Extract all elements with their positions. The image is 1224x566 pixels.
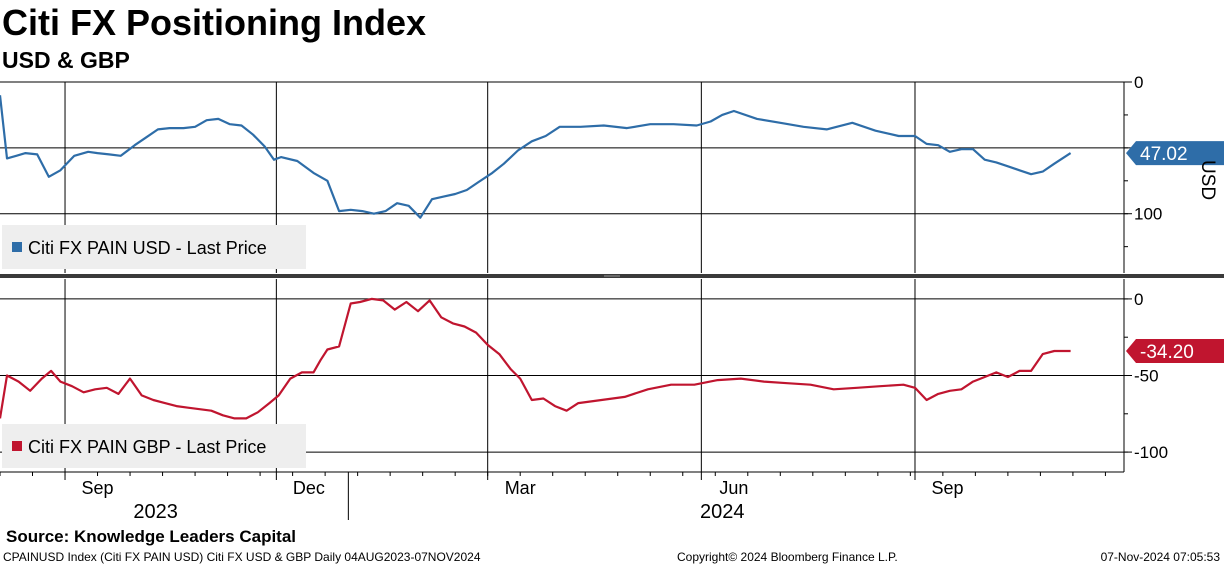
- gbp-series-line: [0, 297, 1071, 420]
- gbp-panel: 0 -50 -100 -34.20 Citi FX PAIN GBP - Last Pr…: [0, 279, 1224, 472]
- usd-legend-bg: [2, 225, 306, 269]
- usd-last-value-label: 47.02: [1140, 144, 1188, 165]
- x-year-label-0: 2023: [133, 501, 178, 523]
- gbp-last-value-tag: -34.20: [1126, 338, 1224, 363]
- x-tick-label-0: Sep: [82, 478, 114, 498]
- footer-copyright: Copyright© 2024 Bloomberg Finance L.P.: [677, 550, 898, 564]
- usd-series-line: [0, 95, 1072, 219]
- usd-ytick-label-0: 0: [1134, 73, 1143, 92]
- gbp-legend-swatch: [12, 441, 22, 451]
- shared-x-axis: Sep Dec Mar Jun Sep 2023 2024: [0, 274, 1224, 523]
- footer-timestamp: 07-Nov-2024 07:05:53: [1100, 550, 1220, 564]
- gbp-last-value-box: [1126, 338, 1224, 363]
- x-tick-label-2: Mar: [505, 478, 536, 498]
- footer-ticker-info: CPAINUSD Index (Citi FX PAIN USD) Citi F…: [3, 550, 481, 564]
- gbp-legend-bg: [2, 424, 306, 468]
- chart-title: Citi FX Positioning Index: [2, 2, 427, 43]
- usd-last-value-tag: 47.02: [1126, 141, 1224, 166]
- x-tick-label-4: Sep: [931, 478, 963, 498]
- source-note: Source: Knowledge Leaders Capital: [6, 527, 297, 546]
- usd-ytick-label-2: 100: [1134, 205, 1162, 224]
- gbp-ytick-label-2: -100: [1134, 443, 1168, 462]
- x-tick-label-1: Dec: [293, 478, 325, 498]
- gbp-legend-label: Citi FX PAIN GBP - Last Price: [28, 437, 266, 457]
- usd-legend-label: Citi FX PAIN USD - Last Price: [28, 238, 267, 258]
- gbp-ytick-label-0: 0: [1134, 290, 1143, 309]
- usd-legend: Citi FX PAIN USD - Last Price: [2, 225, 306, 269]
- x-year-label-1: 2024: [700, 501, 745, 523]
- chart-subtitle: USD & GBP: [2, 47, 130, 73]
- x-tick-label-3: Jun: [719, 478, 748, 498]
- usd-last-value-box: [1126, 141, 1224, 166]
- gbp-legend: Citi FX PAIN GBP - Last Price: [2, 424, 306, 468]
- usd-y-axis-title: USD: [1197, 160, 1218, 200]
- gbp-last-value-label: -34.20: [1140, 342, 1194, 363]
- gbp-ytick-label-1: -50: [1134, 367, 1159, 386]
- usd-legend-swatch: [12, 242, 22, 252]
